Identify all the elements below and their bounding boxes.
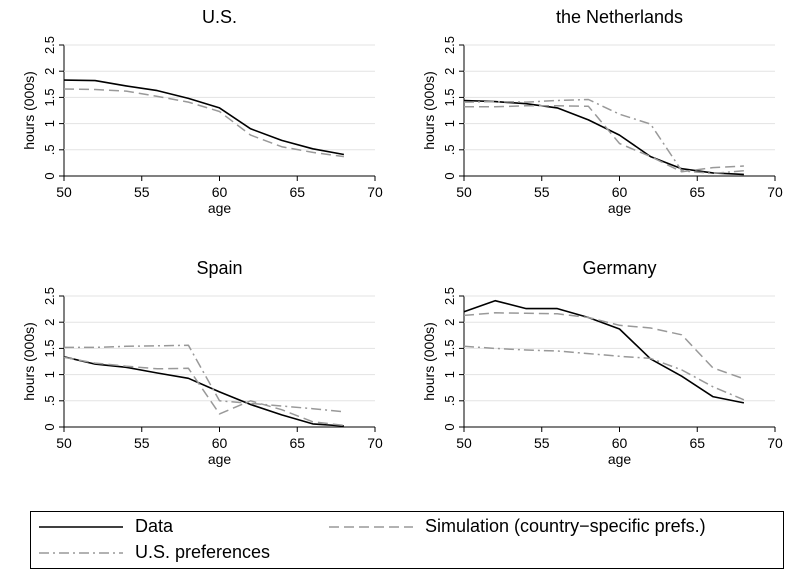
panel-title: Germany <box>582 258 656 278</box>
legend-item-simulation: Simulation (country−specific prefs.) <box>329 516 706 537</box>
panel-title: U.S. <box>202 7 237 27</box>
x-tick-label: 50 <box>456 435 472 451</box>
y-tick-label: 0 <box>442 172 457 179</box>
y-tick-label: .5 <box>442 144 457 155</box>
x-tick-label: 70 <box>367 184 383 200</box>
panel-title: the Netherlands <box>556 7 683 27</box>
y-tick-label: 0 <box>42 172 57 179</box>
y-tick-label: 1 <box>42 371 57 378</box>
legend-label-data: Data <box>135 516 174 536</box>
x-tick-label: 60 <box>212 184 228 200</box>
series-line-sim <box>463 312 745 380</box>
x-axis-label: age <box>208 200 232 216</box>
series-line-sim <box>63 88 345 158</box>
series-line-sim <box>464 105 744 173</box>
y-axis-label: hours (000s) <box>21 322 37 401</box>
y-axis-label: hours (000s) <box>421 71 437 150</box>
y-tick-label: 2 <box>42 319 57 326</box>
y-tick-label: 0 <box>42 423 57 430</box>
legend-swatch-data <box>39 525 123 528</box>
x-tick-label: 50 <box>456 184 472 200</box>
y-tick-label: 2.5 <box>42 36 57 54</box>
legend: Data Simulation (country−specific prefs.… <box>30 511 784 569</box>
series-line-data <box>463 99 744 176</box>
x-tick-label: 70 <box>367 435 383 451</box>
y-tick-label: 0 <box>442 423 457 430</box>
x-tick-label: 70 <box>767 435 783 451</box>
x-tick-label: 70 <box>767 184 783 200</box>
y-tick-label: 1 <box>42 120 57 127</box>
series-line-us <box>463 98 744 175</box>
legend-item-data: Data <box>39 516 173 537</box>
panel-the-netherlands: the Netherlands 0 .5 1 1.5 2 2.5 50 55 60 65 70 age h… <box>421 7 783 216</box>
series-line-data <box>63 79 345 156</box>
x-tick-label: 65 <box>289 184 305 200</box>
x-axis-label: age <box>208 451 232 467</box>
y-tick-label: 2.5 <box>42 287 57 305</box>
y-tick-label: 1.5 <box>42 339 57 357</box>
y-tick-label: 2 <box>442 68 457 75</box>
x-tick-label: 65 <box>689 184 705 200</box>
series-line-data <box>63 356 344 427</box>
x-tick-label: 50 <box>56 184 72 200</box>
y-tick-label: 1 <box>442 371 457 378</box>
x-tick-label: 60 <box>612 435 628 451</box>
legend-swatch-simulation <box>329 525 413 528</box>
x-tick-label: 55 <box>134 435 150 451</box>
x-axis-label: age <box>608 200 632 216</box>
legend-label-us-preferences: U.S. preferences <box>135 542 271 562</box>
y-tick-label: 1 <box>442 120 457 127</box>
y-tick-label: 2 <box>42 68 57 75</box>
panel-germany: Germany 0 .5 1 1.5 2 2.5 50 55 60 65 70 age hours (00… <box>421 258 783 467</box>
legend-label-simulation: Simulation (country−specific prefs.) <box>425 516 706 536</box>
y-axis-label: hours (000s) <box>21 71 37 150</box>
legend-item-us-preferences: U.S. preferences <box>39 542 270 563</box>
series-line-sim <box>63 356 344 427</box>
y-tick-label: 2 <box>442 319 457 326</box>
y-tick-label: .5 <box>42 395 57 406</box>
x-tick-label: 65 <box>289 435 305 451</box>
y-tick-label: 2.5 <box>442 287 457 305</box>
x-tick-label: 50 <box>56 435 72 451</box>
legend-swatch-us-preferences <box>39 551 123 554</box>
y-tick-label: 1.5 <box>42 88 57 106</box>
x-tick-label: 60 <box>212 435 228 451</box>
x-tick-label: 65 <box>689 435 705 451</box>
x-tick-label: 55 <box>134 184 150 200</box>
panel-spain: Spain 0 .5 1 1.5 2 2.5 50 55 60 65 70 age hours (000s… <box>21 258 383 467</box>
series-line-us <box>64 344 344 413</box>
x-axis-label: age <box>608 451 632 467</box>
y-tick-label: .5 <box>442 395 457 406</box>
y-tick-label: 1.5 <box>442 88 457 106</box>
y-tick-label: 1.5 <box>442 339 457 357</box>
x-tick-label: 55 <box>534 435 550 451</box>
panel-u-s: U.S. 0 .5 1 1.5 2 2.5 50 55 60 65 70 age hours (000s) <box>21 7 383 216</box>
panel-title: Spain <box>196 258 242 278</box>
series-line-us <box>463 345 745 401</box>
y-tick-label: 2.5 <box>442 36 457 54</box>
x-tick-label: 60 <box>612 184 628 200</box>
y-tick-label: .5 <box>42 144 57 155</box>
y-axis-label: hours (000s) <box>421 322 437 401</box>
series-line-data <box>463 299 745 404</box>
x-tick-label: 55 <box>534 184 550 200</box>
